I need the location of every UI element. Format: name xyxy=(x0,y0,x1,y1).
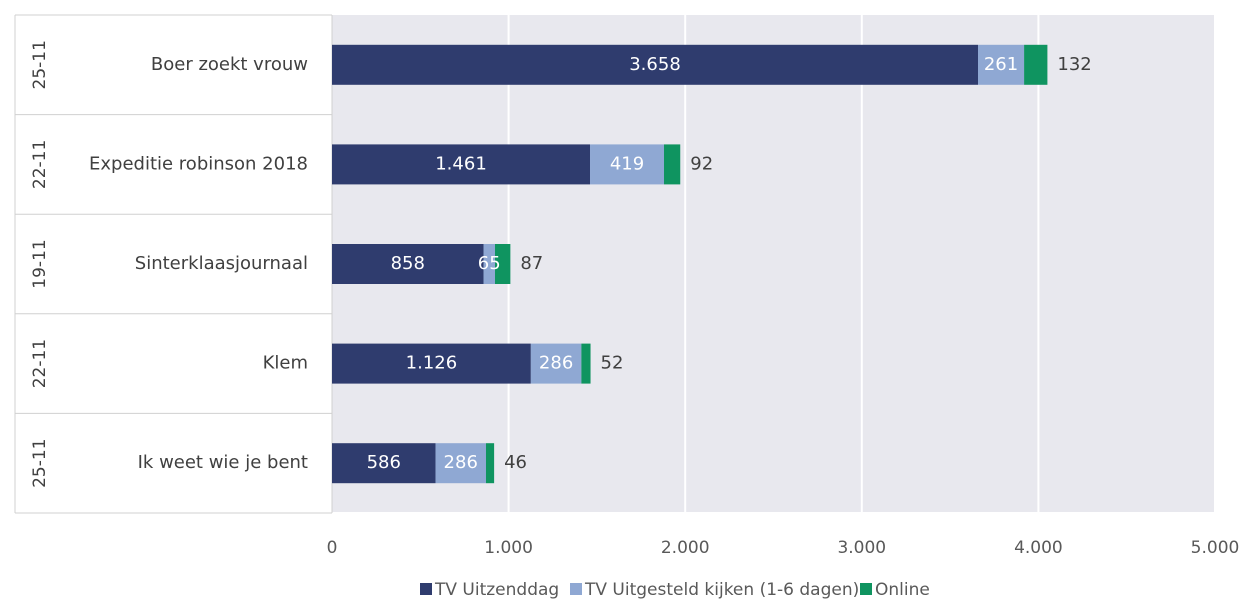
bar-segment xyxy=(581,343,591,384)
date-label: 22-11 xyxy=(30,140,50,189)
bar-segment xyxy=(483,244,496,284)
category-label: Expeditie robinson 2018 xyxy=(89,153,308,174)
x-tick-label: 3.000 xyxy=(837,538,886,558)
category-label: Boer zoekt vrouw xyxy=(151,54,308,75)
bar-segment xyxy=(332,144,591,185)
bar-segment xyxy=(332,44,979,85)
bar-segment xyxy=(332,244,484,284)
data-label: 858 xyxy=(391,253,425,274)
legend-label: TV Uitgesteld kijken (1-6 dagen) xyxy=(584,580,859,600)
x-tick-label: 2.000 xyxy=(661,538,710,558)
data-label: 586 xyxy=(367,452,401,473)
date-label: 22-11 xyxy=(30,339,50,388)
bar-segment xyxy=(590,144,665,185)
bar-segment xyxy=(435,443,486,484)
data-label: 92 xyxy=(690,153,713,174)
x-tick-label: 1.000 xyxy=(484,538,533,558)
x-tick-label: 5.000 xyxy=(1191,538,1240,558)
bar-segment xyxy=(495,244,511,284)
category-label: Ik weet wie je bent xyxy=(138,452,308,473)
category-label: Klem xyxy=(263,353,308,374)
legend-swatch xyxy=(420,583,432,595)
category-label: Sinterklaasjournaal xyxy=(135,253,308,274)
legend-swatch xyxy=(860,583,872,595)
data-label: 419 xyxy=(610,153,644,174)
x-tick-label: 4.000 xyxy=(1014,538,1063,558)
data-label: 65 xyxy=(478,253,501,274)
date-label: 25-11 xyxy=(30,40,50,89)
bar-segment xyxy=(1024,44,1048,85)
data-label: 87 xyxy=(520,253,543,274)
bar-segment xyxy=(664,144,681,185)
legend-swatch xyxy=(570,583,582,595)
data-label: 1.461 xyxy=(435,153,487,174)
data-label: 46 xyxy=(504,452,527,473)
x-tick-label: 0 xyxy=(327,538,338,558)
bar-segment xyxy=(530,343,582,384)
bar-segment xyxy=(485,443,495,484)
data-label: 3.658 xyxy=(629,54,681,75)
data-label: 1.126 xyxy=(406,353,458,374)
data-label: 132 xyxy=(1057,54,1091,75)
bar-segment xyxy=(978,44,1025,85)
data-label: 52 xyxy=(601,353,624,374)
bar-segment xyxy=(332,343,531,384)
legend-label: TV Uitzenddag xyxy=(434,580,559,600)
data-label: 286 xyxy=(444,452,478,473)
legend-label: Online xyxy=(875,580,930,600)
data-label: 261 xyxy=(984,54,1018,75)
bar-segment xyxy=(332,443,436,484)
date-label: 25-11 xyxy=(30,438,50,487)
date-label: 19-11 xyxy=(30,239,50,288)
data-label: 286 xyxy=(539,353,573,374)
